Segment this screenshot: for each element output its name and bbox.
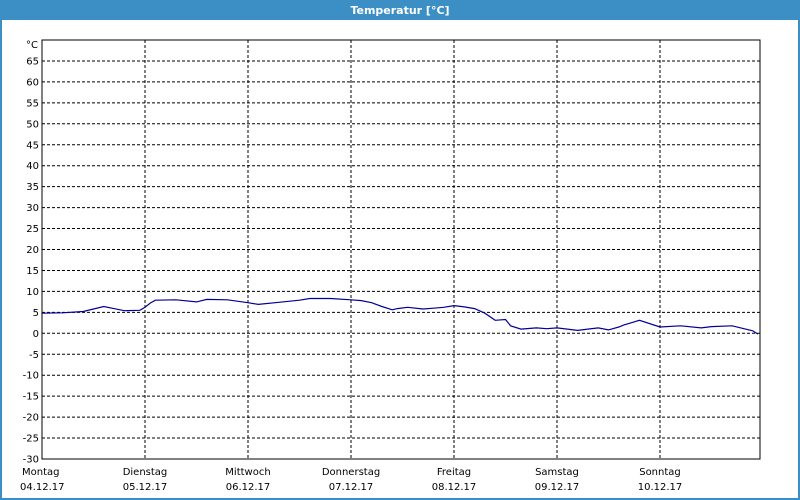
x-date-label: 04.12.17	[20, 482, 65, 493]
y-tick-label: -25	[23, 434, 39, 445]
y-tick-label: 35	[26, 182, 39, 193]
y-tick-label: 65	[26, 56, 39, 67]
x-day-label: Mittwoch	[225, 467, 270, 478]
y-tick-label: 5	[33, 308, 39, 319]
temperature-series-line	[41, 297, 759, 335]
x-date-label: 07.12.17	[329, 482, 374, 493]
x-day-label: Sonntag	[639, 467, 681, 478]
y-tick-label: 60	[26, 77, 39, 88]
y-tick-label: 55	[26, 98, 39, 109]
x-date-label: 05.12.17	[123, 482, 168, 493]
y-tick-label: 0	[33, 329, 39, 340]
x-day-label: Freitag	[437, 467, 471, 478]
y-tick-label: 50	[26, 119, 39, 130]
y-tick-label: -5	[29, 350, 39, 361]
y-tick-label: 10	[26, 287, 39, 298]
x-date-label: 06.12.17	[226, 482, 271, 493]
chart-title: Temperatur [°C]	[2, 2, 798, 20]
plot-frame	[41, 39, 761, 460]
y-tick-label: -10	[23, 371, 39, 382]
y-tick-label: -20	[23, 413, 39, 424]
x-day-label: Samstag	[535, 467, 579, 478]
x-date-label: 09.12.17	[535, 482, 580, 493]
y-tick-label: 30	[26, 203, 39, 214]
y-tick-labels: -30 -25 -20 -15 -10 -5 0 5 10 15 20 25 30 35 40 45 50 55 6…	[23, 56, 39, 465]
x-day-label: Montag	[22, 467, 59, 478]
y-tick-label: 15	[26, 266, 39, 277]
x-date-label: 10.12.17	[638, 482, 683, 493]
x-day-labels: Montag 04.12.17 Dienstag 05.12.17 Mittwoch 06…	[20, 467, 682, 493]
y-tick-label: 45	[26, 140, 39, 151]
y-tick-label: 25	[26, 224, 39, 235]
y-tick-label: 20	[26, 245, 39, 256]
series-layer	[41, 297, 759, 335]
y-tick-label: -30	[23, 455, 39, 466]
x-date-label: 08.12.17	[432, 482, 477, 493]
x-day-label: Dienstag	[123, 467, 168, 478]
y-axis-unit-label: °C	[26, 40, 38, 51]
y-tick-label: 40	[26, 161, 39, 172]
x-day-label: Donnerstag	[322, 467, 380, 478]
y-tick-label: -15	[23, 392, 39, 403]
grid-lines	[42, 40, 760, 459]
